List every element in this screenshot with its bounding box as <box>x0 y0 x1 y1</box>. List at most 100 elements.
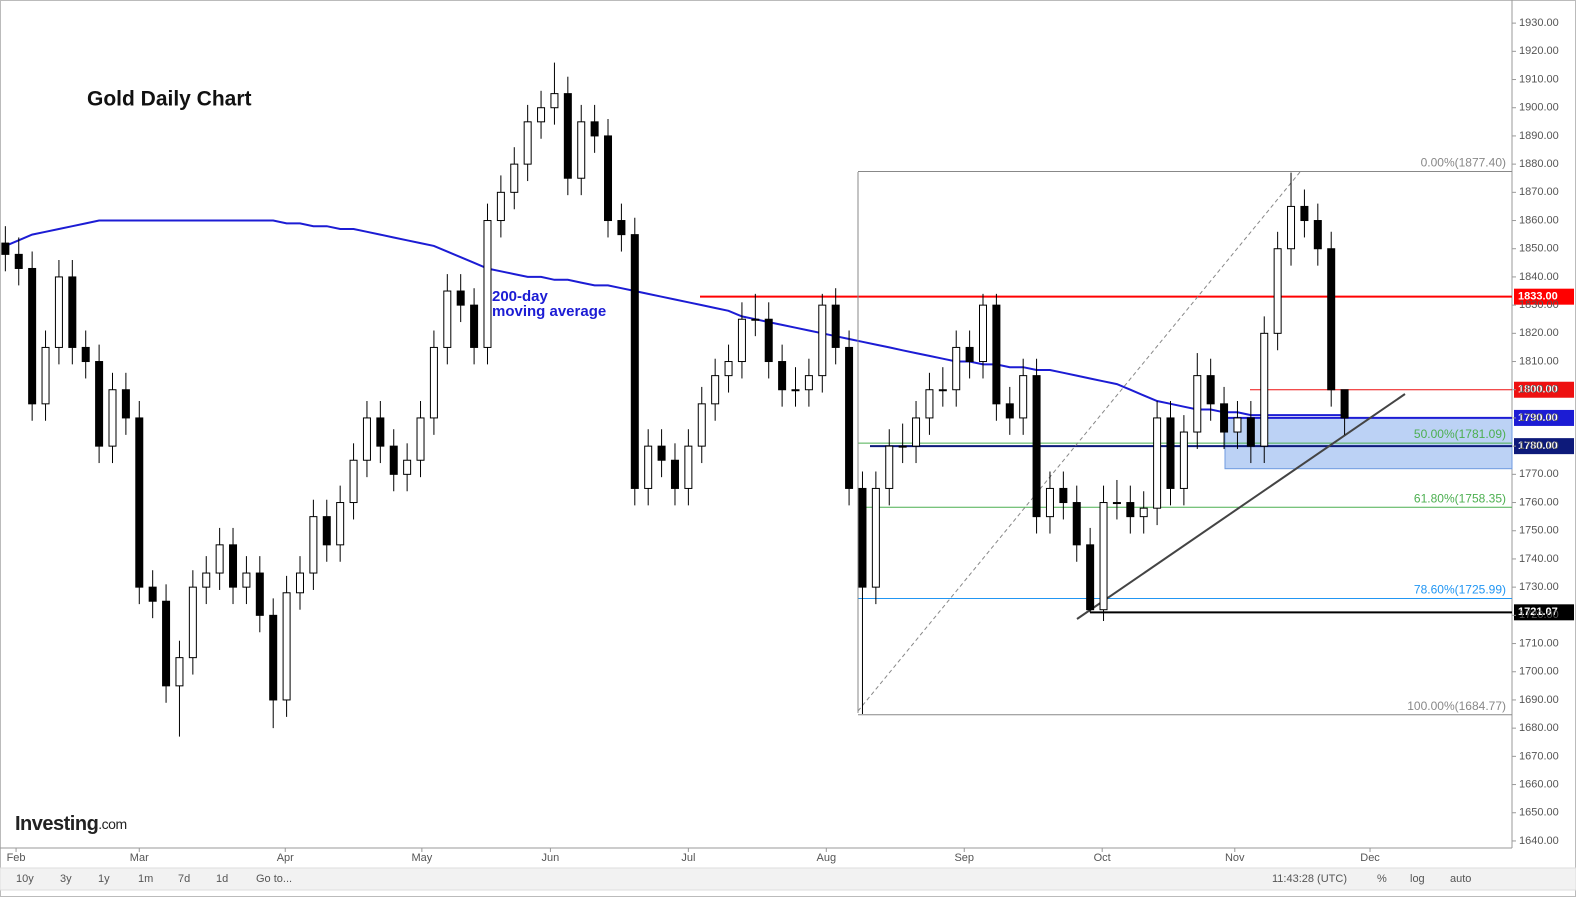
fib-label: 61.80%(1758.35) <box>1414 491 1506 505</box>
candle-body <box>322 516 331 546</box>
candle-body <box>1273 248 1282 334</box>
candle-body <box>14 253 23 269</box>
candle-body <box>604 135 613 222</box>
candle-body <box>255 572 264 616</box>
candle-body <box>389 445 398 475</box>
candle-body <box>376 417 385 447</box>
x-tick-label: Feb <box>7 852 26 864</box>
candle-body <box>925 389 934 419</box>
candle-body <box>1206 375 1215 405</box>
candle-body <box>108 389 117 447</box>
candle-body <box>1139 507 1148 518</box>
candle-body <box>175 657 184 687</box>
candle-body <box>858 487 867 588</box>
option-button[interactable]: log <box>1410 873 1425 885</box>
y-tick-label: 1720.00 <box>1519 609 1559 621</box>
candle-body <box>1019 375 1028 419</box>
level-box <box>1514 438 1574 455</box>
x-tick-label: Aug <box>817 852 837 864</box>
candle-body <box>644 445 653 489</box>
candle-body <box>1260 332 1269 447</box>
candle-body <box>952 346 961 391</box>
y-tick-label: 1790.00 <box>1519 412 1559 424</box>
candle-body <box>831 304 840 348</box>
x-tick-label: Nov <box>1225 852 1245 864</box>
candle-body <box>684 445 693 489</box>
candle-body <box>1313 220 1322 250</box>
candle-body <box>269 614 278 701</box>
candle-body <box>1 242 10 255</box>
range-button[interactable]: 1y <box>98 873 110 885</box>
y-tick-label: 1770.00 <box>1519 468 1559 480</box>
y-tick-label: 1890.00 <box>1519 130 1559 142</box>
candle-body <box>1233 417 1242 433</box>
x-tick-label: Dec <box>1360 852 1380 864</box>
range-button[interactable]: 1m <box>138 873 153 885</box>
candle-body <box>871 487 880 588</box>
y-tick-label: 1640.00 <box>1519 835 1559 847</box>
level-label: 1721.07 <box>1518 606 1558 618</box>
option-button[interactable]: auto <box>1450 873 1471 885</box>
candle-body <box>1220 403 1229 433</box>
candle-body <box>81 346 90 363</box>
fib-label: 0.00%(1877.40) <box>1421 156 1506 170</box>
level-box <box>1514 288 1574 305</box>
candle-body <box>965 346 974 363</box>
candle-body <box>1166 417 1175 489</box>
candle-body <box>737 318 746 363</box>
candle-body <box>470 304 479 348</box>
toolbar <box>0 867 1576 891</box>
candle-body <box>309 516 318 574</box>
candle-body <box>456 290 465 306</box>
chart-title: Gold Daily Chart <box>87 88 252 111</box>
level-label: 1800.00 <box>1518 384 1558 396</box>
candle-body <box>845 346 854 489</box>
candle-body <box>1246 417 1255 447</box>
candle-body <box>28 267 37 405</box>
x-tick-label: Sep <box>954 852 974 864</box>
candle-body <box>229 544 238 588</box>
y-tick-label: 1740.00 <box>1519 553 1559 565</box>
candle-body <box>778 361 787 391</box>
y-tick-label: 1860.00 <box>1519 214 1559 226</box>
candle-body <box>443 290 452 348</box>
option-button[interactable]: % <box>1377 873 1387 885</box>
candle-body <box>403 459 412 475</box>
y-tick-label: 1780.00 <box>1519 440 1559 452</box>
range-button[interactable]: 1d <box>216 873 228 885</box>
y-tick-label: 1750.00 <box>1519 525 1559 537</box>
candle-body <box>885 445 894 489</box>
candle-body <box>135 417 144 588</box>
candle-body <box>295 572 304 594</box>
range-button[interactable]: 3y <box>60 873 72 885</box>
candle-body <box>1287 205 1296 250</box>
candle-body <box>1032 375 1041 518</box>
range-button[interactable]: 10y <box>16 873 34 885</box>
candle-body <box>791 389 800 392</box>
level-label: 1833.00 <box>1518 291 1558 303</box>
candle-body <box>1300 205 1309 222</box>
candle-body <box>938 389 947 392</box>
candle-body <box>41 346 50 405</box>
y-tick-label: 1870.00 <box>1519 186 1559 198</box>
candle-body <box>1179 431 1188 489</box>
y-tick-label: 1900.00 <box>1519 102 1559 114</box>
candle-body <box>590 121 599 137</box>
ma-label: moving average <box>492 303 606 320</box>
x-tick-label: Apr <box>277 852 294 864</box>
candle-body <box>1126 502 1135 518</box>
fib-label: 100.00%(1684.77) <box>1407 699 1506 713</box>
candle-body <box>804 375 813 391</box>
level-box <box>1514 381 1574 398</box>
level-label: 1780.00 <box>1518 440 1558 452</box>
y-tick-label: 1800.00 <box>1519 384 1559 396</box>
range-button[interactable]: Go to... <box>256 873 292 885</box>
range-button[interactable]: 7d <box>178 873 190 885</box>
y-tick-label: 1690.00 <box>1519 694 1559 706</box>
y-tick-label: 1880.00 <box>1519 158 1559 170</box>
candle-body <box>1005 403 1014 419</box>
candle-body <box>1059 487 1068 504</box>
moving-average <box>5 219 1345 417</box>
candle-body <box>912 417 921 447</box>
candle-body <box>1327 248 1336 391</box>
